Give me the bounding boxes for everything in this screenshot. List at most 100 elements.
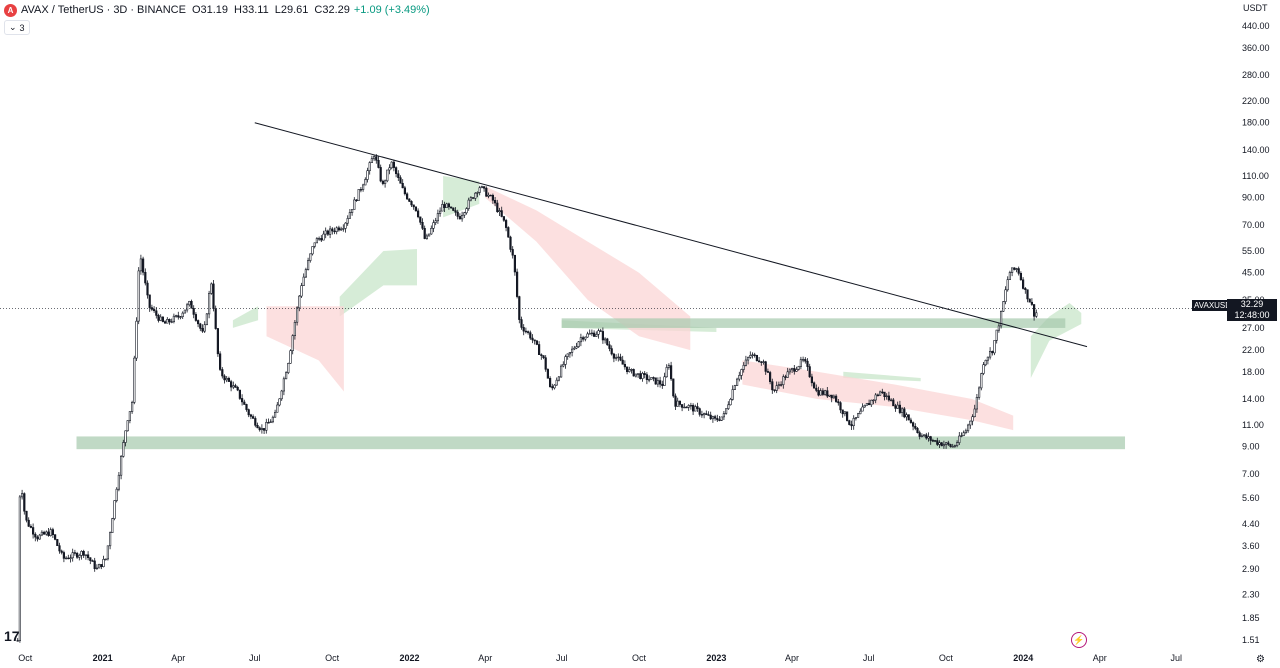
currency-label[interactable]: USDT bbox=[1243, 3, 1268, 13]
candle-body bbox=[60, 550, 63, 553]
candle-body bbox=[214, 308, 217, 329]
candle-body bbox=[273, 411, 277, 418]
resistance-zone bbox=[561, 318, 1066, 328]
close-value: 32.29 bbox=[322, 4, 350, 16]
time-tick-label: Oct bbox=[18, 653, 33, 663]
candle-body bbox=[830, 394, 833, 399]
candle-body bbox=[810, 376, 813, 384]
candle-body bbox=[663, 376, 666, 386]
candle-body bbox=[595, 334, 598, 337]
candle-body bbox=[168, 318, 171, 323]
candle-body bbox=[881, 391, 884, 393]
candle-body bbox=[98, 564, 101, 569]
candle-body bbox=[584, 336, 587, 340]
candle-body bbox=[289, 350, 292, 364]
candle-body bbox=[194, 314, 198, 321]
candle-body bbox=[485, 187, 488, 197]
tradingview-logo[interactable]: 17 bbox=[4, 628, 20, 644]
candle-body bbox=[551, 386, 554, 389]
candle-body bbox=[775, 385, 778, 391]
candle-body bbox=[36, 536, 39, 540]
candle-body bbox=[669, 365, 673, 380]
candle-body bbox=[27, 519, 30, 527]
price-tick-label: 90.00 bbox=[1242, 193, 1265, 203]
price-tick-label: 9.00 bbox=[1242, 442, 1260, 452]
candle-body bbox=[500, 210, 503, 217]
candle-body bbox=[793, 368, 796, 372]
candle-body bbox=[443, 204, 446, 208]
candle-body bbox=[993, 340, 996, 354]
candle-body bbox=[986, 356, 989, 361]
candle-body bbox=[938, 442, 941, 445]
candle-body bbox=[438, 210, 442, 214]
candle-body bbox=[995, 329, 998, 341]
candle-body bbox=[564, 356, 567, 365]
candle-body bbox=[586, 333, 589, 338]
candle-body bbox=[106, 545, 109, 560]
candle-body bbox=[922, 434, 926, 437]
candle-body bbox=[885, 395, 888, 397]
candle-body bbox=[201, 327, 204, 332]
candle-body bbox=[381, 180, 385, 184]
candle-body bbox=[925, 434, 928, 439]
time-tick-label: Jul bbox=[556, 653, 568, 663]
time-tick-label: Oct bbox=[939, 653, 954, 663]
cloud-green bbox=[843, 371, 921, 382]
candle-body bbox=[900, 408, 904, 413]
candle-body bbox=[608, 344, 611, 349]
price-tick-label: 70.00 bbox=[1242, 220, 1265, 230]
candle-body bbox=[219, 353, 222, 370]
candle-body bbox=[617, 356, 620, 359]
candle-body bbox=[135, 320, 138, 359]
candle-body bbox=[353, 199, 356, 210]
candle-body bbox=[733, 385, 736, 390]
candle-body bbox=[764, 361, 767, 372]
candle-body bbox=[227, 377, 231, 382]
candle-body bbox=[744, 359, 747, 366]
candle-body bbox=[634, 373, 637, 377]
candle-body bbox=[89, 557, 92, 561]
candle-body bbox=[502, 216, 506, 221]
price-tick-label: 11.00 bbox=[1242, 420, 1264, 430]
candle-body bbox=[698, 408, 701, 415]
candle-body bbox=[269, 421, 272, 423]
candle-body bbox=[942, 444, 945, 447]
candle-body bbox=[520, 319, 523, 328]
gear-icon[interactable]: ⚙ bbox=[1256, 654, 1265, 665]
candle-body bbox=[674, 395, 677, 407]
candle-body bbox=[452, 207, 455, 211]
candle-body bbox=[817, 390, 820, 396]
candle-body bbox=[372, 156, 376, 160]
indicators-toggle[interactable]: ⌄ 3 bbox=[4, 20, 30, 35]
candle-body bbox=[867, 403, 871, 406]
candle-body bbox=[375, 156, 378, 161]
header-dot: · bbox=[130, 4, 135, 16]
symbol-name[interactable]: AVAX bbox=[21, 4, 49, 16]
candle-body bbox=[306, 260, 310, 270]
candle-body bbox=[711, 416, 714, 420]
candle-body bbox=[806, 360, 809, 367]
candle-body bbox=[53, 534, 57, 540]
interval[interactable]: 3D bbox=[113, 4, 128, 16]
price-tick-label: 440.00 bbox=[1242, 21, 1270, 31]
candle-body bbox=[383, 180, 387, 184]
candle-body bbox=[212, 283, 215, 309]
candle-body bbox=[18, 496, 22, 641]
candle-body bbox=[652, 377, 655, 379]
candle-body bbox=[197, 320, 200, 325]
candle-body bbox=[148, 294, 151, 308]
price-axis[interactable]: 440.00 360.00 280.00 220.00 180.00 140.00 110.… bbox=[1242, 21, 1270, 645]
candle-body bbox=[784, 376, 787, 378]
price-tick-label: 3.60 bbox=[1242, 541, 1260, 551]
candle-body bbox=[856, 413, 860, 418]
time-axis[interactable]: Oct 2021 Apr Jul Oct 2022 Apr Jul Oct 2023 Apr Jul O… bbox=[18, 653, 1182, 663]
candle-body bbox=[410, 201, 413, 206]
candle-body bbox=[707, 414, 710, 416]
candle-body bbox=[529, 332, 532, 339]
candle-body bbox=[672, 378, 675, 397]
candle-body bbox=[940, 442, 943, 447]
candle-body bbox=[834, 395, 838, 402]
candle-body bbox=[861, 406, 864, 412]
lightning-icon[interactable]: ⚡ bbox=[1071, 632, 1087, 648]
